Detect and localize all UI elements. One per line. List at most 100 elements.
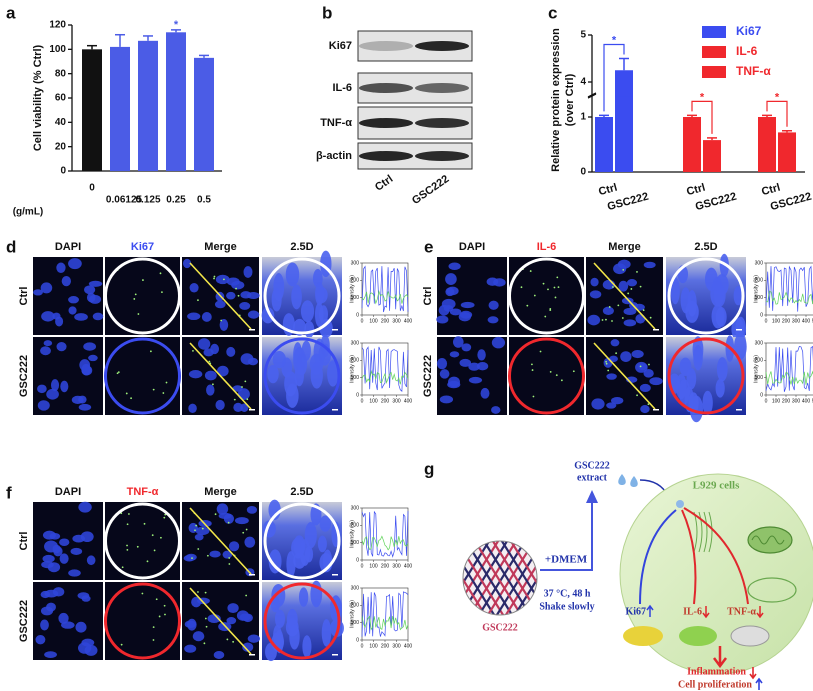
nucleus [244, 536, 256, 548]
puncta [158, 615, 161, 618]
outcome-label: Cell proliferation [678, 679, 752, 690]
puncta [244, 380, 247, 383]
column-header: DAPI [459, 241, 485, 253]
nucleus [286, 383, 299, 408]
y-axis-label: Intensity (%) [753, 355, 759, 383]
extract-label: extract [577, 472, 608, 483]
x-tick-label: 0 [361, 563, 364, 569]
bar [194, 57, 214, 171]
y-tick-label: 200 [351, 358, 360, 364]
scale-bar [249, 409, 255, 411]
x-tick-label: 200 [381, 318, 390, 324]
trend-arrow [749, 667, 757, 680]
y-tick-label: 0 [356, 392, 359, 398]
puncta [542, 282, 545, 285]
nucleus [317, 535, 327, 553]
puncta [212, 383, 214, 386]
nucleus [716, 357, 728, 382]
nucleus [319, 515, 332, 532]
nucleus [40, 282, 53, 294]
nucleus [649, 377, 663, 386]
nucleus [84, 285, 96, 295]
nucleus [226, 291, 236, 300]
puncta [117, 371, 120, 373]
puncta [228, 563, 231, 565]
nucleus [733, 286, 743, 306]
column-header: Merge [204, 241, 236, 253]
nucleus [715, 378, 725, 398]
nucleus [678, 379, 690, 405]
puncta [607, 369, 610, 372]
nucleus [321, 619, 332, 647]
nucleus [49, 532, 61, 540]
scale-bar [332, 574, 338, 576]
x-tick-label: 100 [369, 318, 378, 324]
scale-bar [653, 329, 659, 331]
puncta [642, 309, 645, 312]
nucleus [610, 397, 624, 405]
nucleus [37, 384, 47, 394]
fiber [498, 541, 537, 615]
intensity-trace [361, 510, 409, 558]
fiber [489, 541, 537, 615]
puncta [611, 320, 613, 322]
x-tick-label: 400 [802, 318, 811, 324]
panel-label: a [6, 3, 16, 22]
nucleus [192, 631, 205, 642]
blot-band [415, 83, 469, 93]
nucleus [606, 402, 617, 409]
blot-protein-label: TNF-α [320, 117, 352, 129]
column-header: DAPI [55, 241, 81, 253]
bar [615, 95, 633, 172]
ring [104, 257, 181, 335]
nucleus [639, 383, 651, 393]
puncta [194, 529, 196, 532]
nucleus [237, 388, 250, 400]
x-tick-label: 300 [392, 318, 401, 324]
nucleus [618, 280, 629, 292]
profile-line [189, 342, 252, 410]
y-tick-label: 0 [356, 312, 359, 318]
nucleus [293, 535, 306, 557]
nucleus [219, 318, 229, 331]
mesh-rim [462, 540, 538, 616]
nucleus [448, 262, 461, 270]
puncta [241, 386, 243, 388]
nucleus [216, 365, 229, 377]
puncta [197, 299, 199, 302]
intensity-trace [361, 535, 409, 551]
nucleus [638, 363, 648, 371]
nucleus [213, 651, 225, 659]
nucleus [452, 336, 464, 348]
signal-arrow [681, 509, 697, 605]
y-tick-label: 300 [755, 260, 764, 266]
x-tick-label: 300 [792, 318, 801, 324]
nucleus [591, 398, 605, 410]
y-tick-label: 100 [351, 295, 360, 301]
nucleus [92, 312, 104, 321]
condition-label: 37 °C, 48 h [544, 588, 591, 599]
puncta [197, 591, 199, 593]
puncta [126, 548, 129, 551]
nucleus [74, 313, 88, 321]
scale-bar [736, 409, 742, 411]
puncta [554, 296, 557, 299]
puncta [242, 531, 245, 534]
column-header: TNF-α [127, 486, 159, 498]
puncta [245, 594, 248, 597]
ring [263, 582, 341, 660]
puncta [121, 566, 124, 569]
nucleus [293, 342, 303, 368]
nucleus [56, 341, 67, 352]
nucleus [78, 501, 92, 513]
y-tick-label: 20 [55, 141, 67, 152]
ring [263, 257, 341, 335]
puncta [197, 548, 200, 550]
nucleus [274, 609, 286, 629]
x-tick-label: 0.125 [135, 195, 160, 206]
nucleus [40, 606, 54, 616]
nucleus [203, 348, 214, 357]
nucleus [68, 569, 81, 577]
puncta [134, 293, 137, 296]
